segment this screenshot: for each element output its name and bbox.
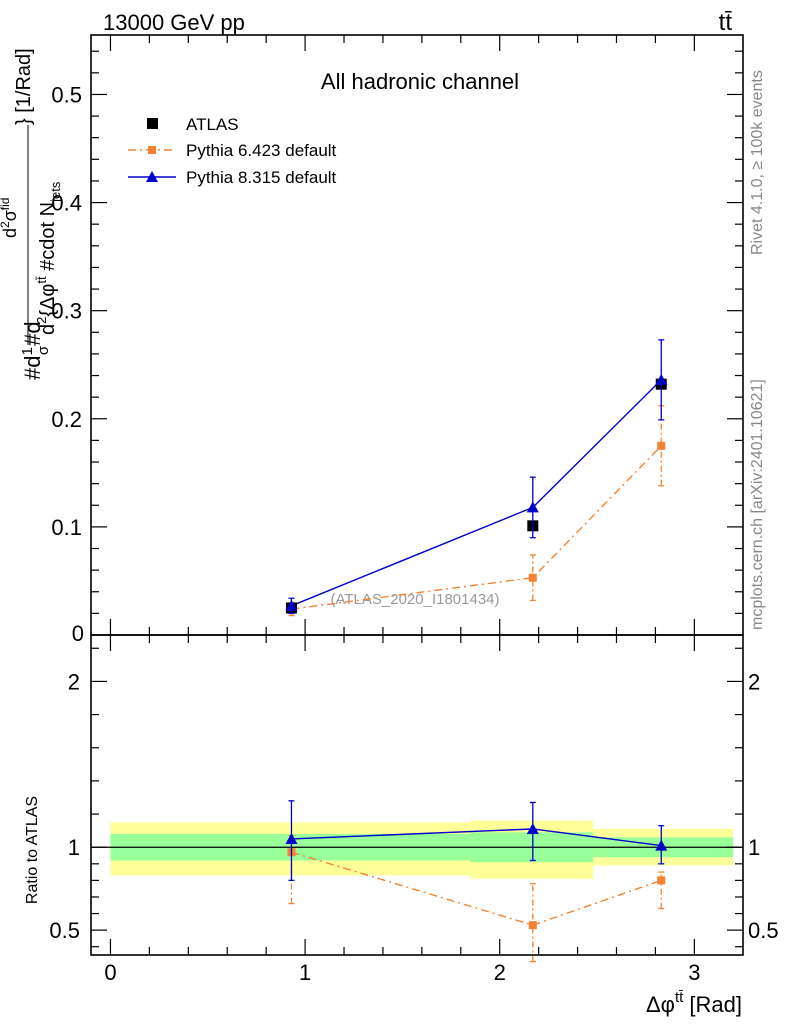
- series-line-pythia6: [291, 445, 662, 610]
- ratio-ytick-label-left: 0.5: [49, 918, 80, 943]
- legend-label-pythia6: Pythia 6.423 default: [186, 141, 337, 160]
- legend: ATLAS Pythia 6.423 default Pythia 8.315 …: [128, 115, 337, 187]
- ratio-ylabel: Ratio to ATLAS: [24, 796, 41, 904]
- legend-label-atlas: ATLAS: [186, 115, 239, 134]
- ratio-ytick-label-left: 2: [68, 669, 80, 694]
- ratio-plot-frame: [90, 634, 744, 956]
- watermark: (ATLAS_2020_I1801434): [330, 591, 499, 608]
- legend-marker-pythia8: [146, 171, 158, 182]
- pythia8-point: [285, 599, 298, 611]
- main-data-marks: [285, 339, 668, 617]
- ratio-pythia8-point: [526, 822, 539, 834]
- main-axis-ticks: [91, 35, 743, 635]
- legend-marker-pythia6: [148, 146, 156, 154]
- ratio-uncertainty-bands: [110, 820, 734, 879]
- ratio-ytick-labels: 0.5 0.5 1 1 2 2: [49, 669, 778, 943]
- series-line-pythia8: [291, 379, 662, 607]
- main-ytick-label: 0.3: [51, 299, 82, 324]
- main-ytick-zero-label: 0: [72, 621, 84, 646]
- main-ytick-label: 0.4: [51, 191, 82, 216]
- ratio-pythia6-point: [657, 876, 666, 885]
- ratio-pythia8-point: [655, 839, 668, 851]
- main-ylabel-unit: } [1/Rad]: [13, 48, 35, 125]
- chart-title: All hadronic channel: [321, 69, 519, 94]
- ratio-panel: 0.5 0.5 1 1 2 2 0 1 2 3 Ratio to ATLAS Δφtt̄ [Ra…: [24, 634, 779, 1017]
- ratio-xtick-label: 0: [104, 960, 116, 985]
- pythia6-point: [657, 441, 666, 450]
- mcplots-label: mcplots.cern.ch [arXiv:2401.10621]: [749, 379, 766, 630]
- ratio-xtick-label: 3: [688, 960, 700, 985]
- header-right: tt̄: [719, 9, 733, 36]
- ratio-pythia8-point: [285, 832, 298, 844]
- header-left: 13000 GeV pp: [103, 10, 245, 35]
- main-ytick-labels: 0.1 0.2 0.3 0.4 0.5: [51, 82, 82, 539]
- main-panel: 0.10.20.30.40.5 0 (ATLAS_2020_I1801434) …: [0, 34, 744, 646]
- rivet-label: Rivet 4.1.0, ≥ 100k events: [749, 70, 766, 255]
- ratio-xtick-label: 2: [494, 960, 506, 985]
- legend-label-pythia8: Pythia 8.315 default: [186, 168, 337, 187]
- main-ytick-label: 0.2: [51, 407, 82, 432]
- pythia6-point: [528, 573, 537, 582]
- ratio-xlabel: Δφtt̄ [Rad]: [646, 989, 742, 1017]
- main-ylabel: #d1σ#d: [19, 321, 52, 380]
- ratio-ytick-label-left: 1: [68, 835, 80, 860]
- pythia8-point: [526, 501, 539, 513]
- main-ytick-label: 0.1: [51, 515, 82, 540]
- main-ylabel-denominator: d2{Δφtt̄ #cdot Njets: [34, 181, 63, 335]
- main-ytick-label: 0.5: [51, 82, 82, 107]
- legend-marker-atlas: [147, 118, 158, 129]
- pythia8-point: [655, 373, 668, 385]
- ratio-ytick-label-right: 0.5: [748, 918, 779, 943]
- main-ylabel-numerator: d2σfid: [0, 198, 20, 239]
- ratio-ytick-label-right: 1: [748, 835, 760, 860]
- ratio-pythia6-point: [528, 921, 537, 930]
- ratio-axis-ticks: [91, 635, 743, 955]
- ratio-xtick-labels: 0 1 2 3: [104, 960, 700, 985]
- ratio-data-marks: [285, 800, 668, 963]
- ratio-ytick-label-right: 2: [748, 669, 760, 694]
- ratio-xtick-label: 1: [299, 960, 311, 985]
